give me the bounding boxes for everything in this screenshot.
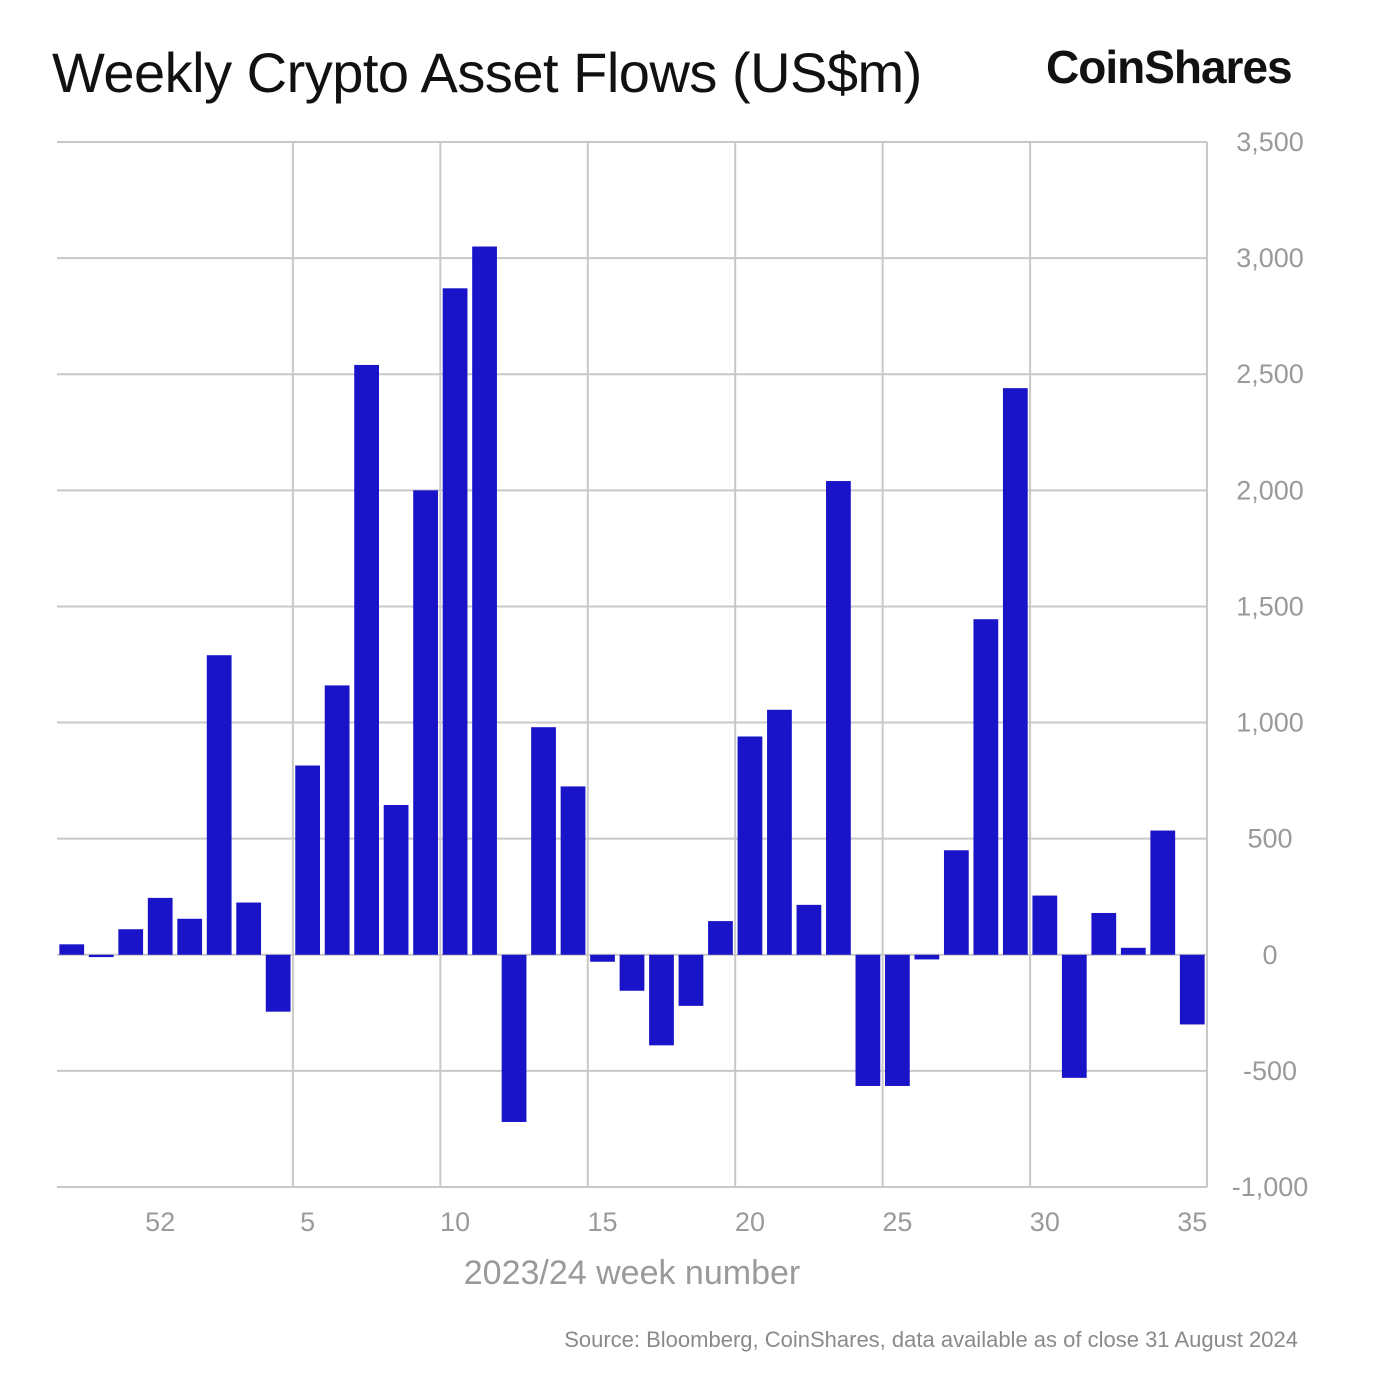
bar-week-33 (1120, 947, 1146, 955)
bar-week-22 (796, 904, 822, 955)
x-tick-label: 10 (440, 1207, 470, 1237)
x-tick-label: 35 (1177, 1207, 1207, 1237)
bar-week-24 (855, 954, 881, 1086)
bar-week-12 (501, 954, 527, 1122)
y-tick-label: 500 (1247, 824, 1292, 854)
y-tick-label: -500 (1243, 1056, 1297, 1086)
bar-week-15 (590, 954, 615, 962)
bar-week-29 (1002, 388, 1028, 955)
y-tick-label: 1,500 (1236, 591, 1304, 621)
x-tick-label: 5 (300, 1207, 315, 1237)
bar-week-51 (118, 929, 144, 955)
bar-week-35 (1179, 954, 1205, 1025)
y-tick-label: 3,000 (1236, 243, 1304, 273)
x-tick-label: 30 (1030, 1207, 1060, 1237)
bar-week-16 (619, 954, 645, 991)
y-tick-label: -1,000 (1232, 1172, 1309, 1202)
bar-week-28 (973, 619, 999, 955)
bar-week-30 (1032, 895, 1058, 955)
chart-title: Weekly Crypto Asset Flows (US$m) (52, 41, 922, 104)
bar-week-34 (1150, 830, 1176, 955)
y-tick-label: 2,000 (1236, 475, 1304, 505)
source-note: Source: Bloomberg, CoinShares, data avai… (564, 1327, 1298, 1352)
y-tick-label: 0 (1262, 940, 1277, 970)
bar-week-25 (885, 954, 910, 1086)
bar-week-5 (295, 765, 321, 955)
y-tick-label: 3,500 (1236, 127, 1304, 157)
x-tick-label: 25 (882, 1207, 912, 1237)
bar-week-32 (1091, 912, 1117, 955)
bar-week-21 (767, 709, 792, 955)
bar-week-1 (177, 918, 203, 955)
bar-week-52 (147, 897, 173, 955)
bar-week-27 (943, 850, 969, 955)
bar-week-10 (442, 288, 468, 955)
bar-chart: 3,500 3,000 2,500 2,000 1,500 1,000 500 0 -500 -1… (57, 127, 1308, 1292)
axis-layer: 3,500 3,000 2,500 2,000 1,500 1,000 500 0 -500 -1… (145, 127, 1308, 1237)
x-tick-label: 52 (145, 1207, 175, 1237)
bar-week-13 (531, 727, 556, 955)
x-tick-label: 20 (735, 1207, 765, 1237)
bar-week-17 (649, 954, 674, 1046)
bar-layer (59, 246, 1205, 1122)
x-tick-label: 15 (587, 1207, 617, 1237)
bar-week-3 (236, 902, 262, 955)
bar-week-49 (59, 944, 85, 955)
bar-week-8 (383, 804, 409, 955)
y-tick-label: 2,500 (1236, 359, 1304, 389)
y-tick-label: 1,000 (1236, 708, 1304, 738)
bar-week-26 (914, 954, 940, 960)
bar-week-20 (737, 736, 763, 955)
bar-week-23 (826, 481, 851, 955)
coinshares-logo: CoinShares (1046, 41, 1293, 93)
bar-week-6 (324, 685, 350, 955)
bar-week-14 (560, 786, 586, 955)
bar-week-9 (413, 490, 438, 955)
bar-week-7 (354, 364, 379, 955)
bar-week-50 (88, 954, 114, 958)
x-axis-label: 2023/24 week number (464, 1254, 800, 1292)
bar-week-11 (472, 246, 497, 955)
bar-week-4 (265, 954, 291, 1012)
bar-week-2 (206, 655, 232, 955)
bar-week-19 (708, 921, 733, 955)
bar-week-18 (678, 954, 704, 1006)
bar-week-31 (1061, 954, 1087, 1078)
